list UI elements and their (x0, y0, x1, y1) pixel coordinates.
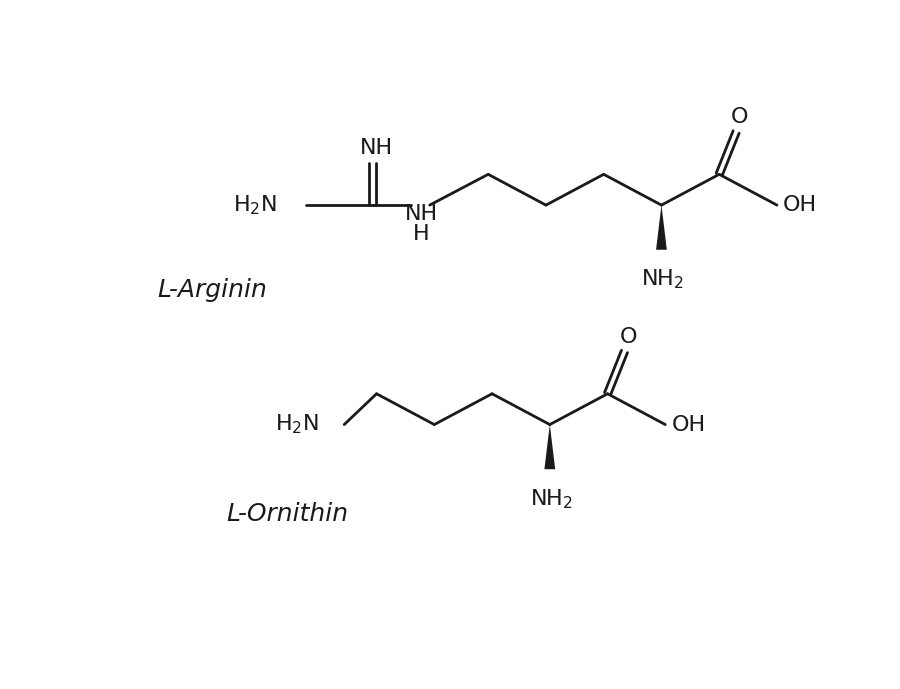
Text: H: H (413, 225, 429, 245)
Polygon shape (656, 205, 667, 250)
Text: NH: NH (360, 138, 393, 158)
Polygon shape (544, 424, 555, 469)
Text: NH: NH (405, 205, 437, 225)
Text: NH$_2$: NH$_2$ (642, 267, 685, 291)
Text: OH: OH (671, 415, 706, 435)
Text: H$_2$N: H$_2$N (232, 194, 276, 217)
Text: L-Arginin: L-Arginin (158, 278, 267, 302)
Text: NH$_2$: NH$_2$ (530, 487, 573, 511)
Text: L-Ornithin: L-Ornithin (227, 502, 348, 526)
Text: OH: OH (783, 195, 817, 215)
Text: O: O (619, 327, 637, 347)
Text: H$_2$N: H$_2$N (275, 413, 319, 436)
Text: O: O (731, 107, 749, 127)
